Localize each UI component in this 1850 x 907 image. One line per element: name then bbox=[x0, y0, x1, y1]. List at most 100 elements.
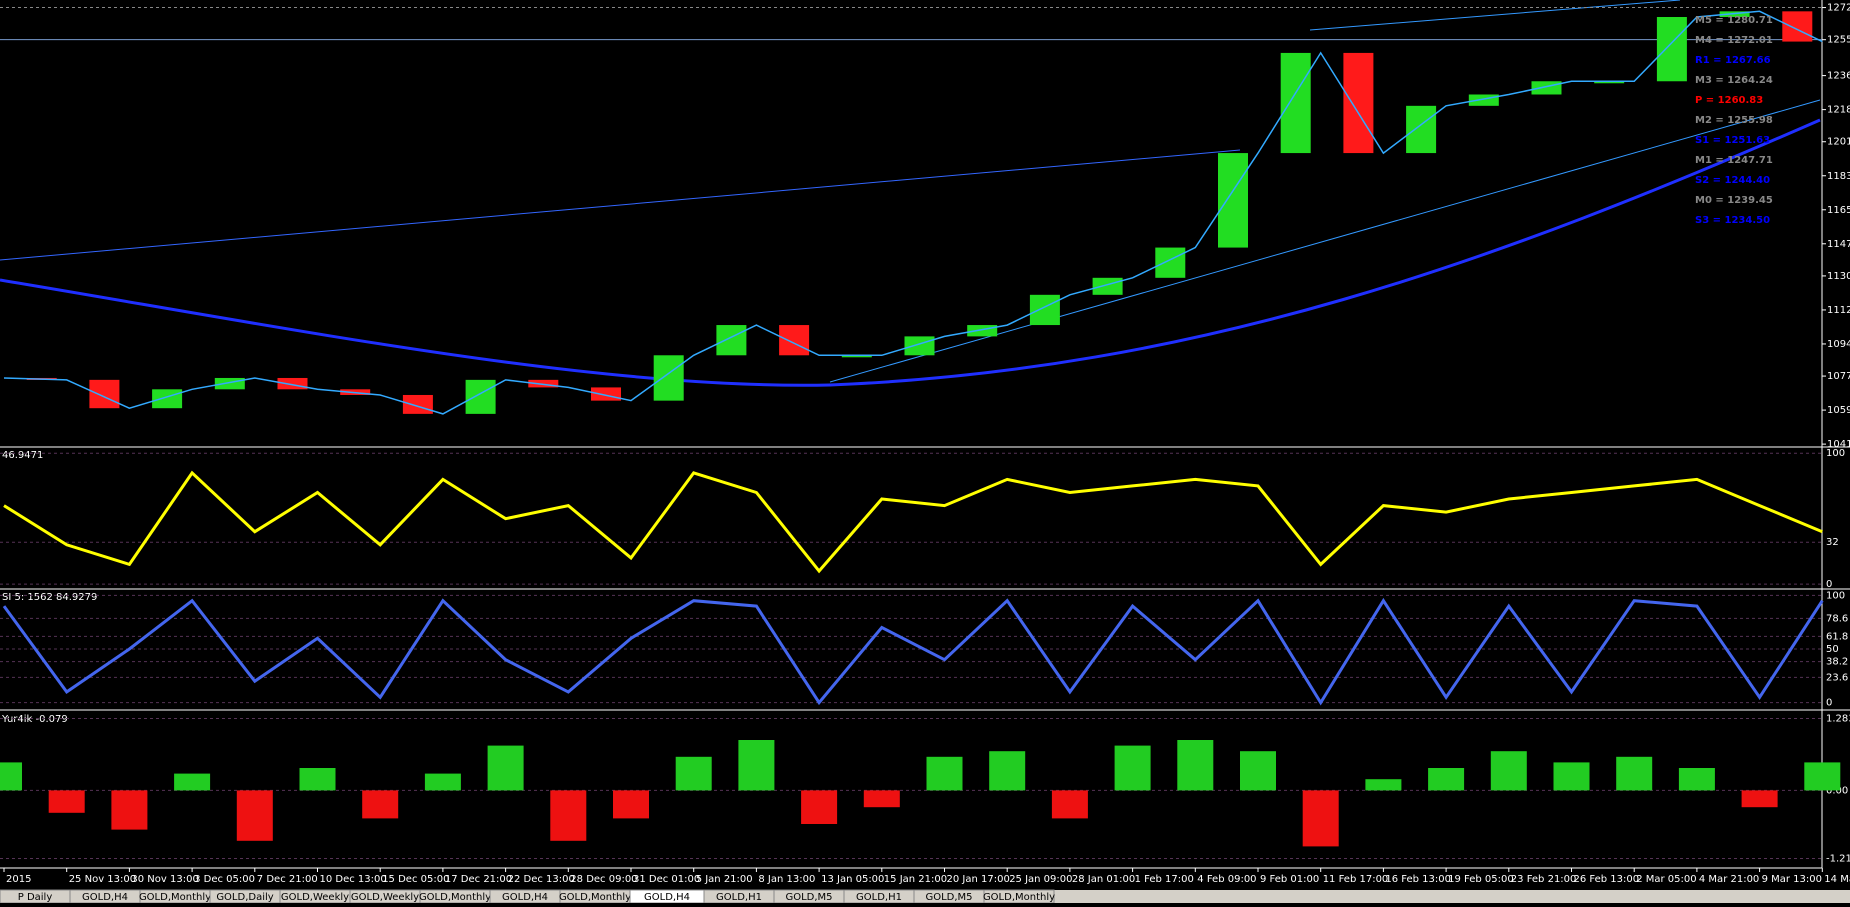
price-label: 1147 bbox=[1827, 239, 1850, 250]
tab-label[interactable]: GOLD,Weekly bbox=[351, 892, 419, 903]
price-label: 1094 bbox=[1827, 339, 1850, 350]
date-label: 25 Jan 09:00 bbox=[1009, 874, 1072, 885]
date-label: 28 Dec 09:00 bbox=[570, 874, 637, 885]
candle bbox=[841, 355, 872, 358]
candle bbox=[402, 394, 433, 414]
histogram-bar bbox=[362, 790, 399, 819]
price-label: 1236 bbox=[1827, 71, 1850, 82]
histogram-bar bbox=[424, 773, 461, 791]
date-label: 30 Nov 13:00 bbox=[131, 874, 198, 885]
histogram-bar bbox=[863, 790, 900, 808]
candle bbox=[89, 379, 120, 409]
date-label: 28 Jan 01:00 bbox=[1072, 874, 1135, 885]
candle bbox=[904, 336, 935, 356]
date-label: 19 Feb 05:00 bbox=[1448, 874, 1514, 885]
candle bbox=[214, 377, 245, 390]
tab-label[interactable]: GOLD,H4 bbox=[644, 892, 690, 903]
candle bbox=[967, 325, 998, 337]
tab-label[interactable]: GOLD,Monthly bbox=[983, 892, 1055, 903]
axis-label: 0.00 bbox=[1826, 785, 1848, 796]
axis-label: 78.6 bbox=[1826, 613, 1848, 624]
candle bbox=[1656, 17, 1687, 82]
date-label: 26 Feb 13:00 bbox=[1574, 874, 1640, 885]
tab-label[interactable]: GOLD,M5 bbox=[925, 892, 972, 903]
candle bbox=[591, 387, 621, 401]
price-label: 1112 bbox=[1827, 305, 1850, 316]
date-label: 9 Feb 01:00 bbox=[1260, 874, 1319, 885]
histogram-bar bbox=[1804, 762, 1841, 791]
tab-label[interactable]: P Daily bbox=[18, 892, 53, 903]
axis-label: 38.2 bbox=[1826, 657, 1848, 668]
date-label: 5 Jan 21:00 bbox=[696, 874, 753, 885]
histogram-bar bbox=[801, 790, 838, 824]
histogram-bar bbox=[1553, 762, 1590, 791]
date-label: 16 Feb 13:00 bbox=[1385, 874, 1451, 885]
date-label: 31 Dec 01:00 bbox=[633, 874, 700, 885]
histogram-bar bbox=[174, 773, 211, 791]
tab-label[interactable]: GOLD,Daily bbox=[216, 892, 273, 903]
histogram-bar bbox=[111, 790, 148, 830]
histogram-bar bbox=[738, 740, 775, 791]
tab-label[interactable]: GOLD,H1 bbox=[716, 892, 762, 903]
candle bbox=[277, 377, 308, 390]
candle bbox=[152, 389, 183, 409]
candle bbox=[1468, 94, 1499, 106]
candle bbox=[465, 379, 496, 414]
date-label: 7 Dec 21:00 bbox=[257, 874, 318, 885]
date-label: 9 Mar 13:00 bbox=[1762, 874, 1822, 885]
histogram-bar bbox=[1177, 740, 1214, 791]
histogram-bar bbox=[1365, 779, 1402, 791]
candle bbox=[1280, 52, 1311, 154]
axis-label: 23.6 bbox=[1826, 672, 1848, 683]
tab-label[interactable]: GOLD,Monthly bbox=[419, 892, 491, 903]
price-label: 1183 bbox=[1827, 171, 1850, 182]
tab-label[interactable]: GOLD,Weekly bbox=[281, 892, 349, 903]
histogram-bar bbox=[0, 762, 22, 791]
pivot-label: S1 = 1251.63 bbox=[1695, 135, 1770, 146]
tab-label[interactable]: GOLD,M5 bbox=[785, 892, 832, 903]
price-label: 1272 bbox=[1827, 3, 1850, 14]
histogram-bar bbox=[1051, 790, 1088, 819]
candle bbox=[1531, 81, 1562, 95]
candle bbox=[1029, 294, 1060, 326]
histogram-bar bbox=[1428, 768, 1465, 791]
price-label: 1041 bbox=[1827, 439, 1850, 450]
histogram-bar bbox=[236, 790, 273, 841]
histogram-bar bbox=[48, 790, 85, 813]
channel bbox=[1309, 0, 1681, 31]
axis-label: 50 bbox=[1826, 644, 1839, 655]
pivot-label: S3 = 1234.50 bbox=[1695, 215, 1770, 226]
price-label: 1059 bbox=[1827, 405, 1850, 416]
pivot-label: M1 = 1247.71 bbox=[1695, 155, 1773, 166]
trendline bbox=[0, 149, 1241, 261]
candle bbox=[1782, 11, 1813, 42]
date-label: 20 Jan 17:00 bbox=[947, 874, 1010, 885]
tab-label[interactable]: GOLD,Monthly bbox=[139, 892, 211, 903]
tab-label[interactable]: GOLD,H1 bbox=[856, 892, 902, 903]
price-label: 1201 bbox=[1827, 137, 1850, 148]
histogram-bar bbox=[1741, 790, 1778, 808]
candle bbox=[1594, 81, 1625, 84]
candle bbox=[1218, 153, 1248, 248]
pivot-label: M0 = 1239.45 bbox=[1695, 195, 1773, 206]
axis-label: -1.216 bbox=[1826, 853, 1850, 864]
date-label: 15 Dec 05:00 bbox=[382, 874, 449, 885]
tab-label[interactable]: GOLD,Monthly bbox=[559, 892, 631, 903]
date-label: 15 Jan 21:00 bbox=[884, 874, 947, 885]
date-label: 4 Feb 09:00 bbox=[1197, 874, 1256, 885]
date-label: 17 Dec 21:00 bbox=[445, 874, 512, 885]
date-label: 10 Dec 13:00 bbox=[320, 874, 387, 885]
histogram-bar bbox=[1490, 751, 1527, 791]
candle bbox=[1155, 247, 1186, 278]
tab-label[interactable]: GOLD,H4 bbox=[502, 892, 548, 903]
axis-label: 32 bbox=[1826, 537, 1839, 548]
tab-label[interactable]: GOLD,H4 bbox=[82, 892, 128, 903]
date-label: 1 Feb 17:00 bbox=[1135, 874, 1194, 885]
price-label: 1218 bbox=[1827, 105, 1850, 116]
candle bbox=[716, 325, 747, 356]
candle bbox=[528, 379, 559, 388]
histogram-bar bbox=[299, 768, 336, 791]
axis-label: 100 bbox=[1826, 590, 1845, 601]
